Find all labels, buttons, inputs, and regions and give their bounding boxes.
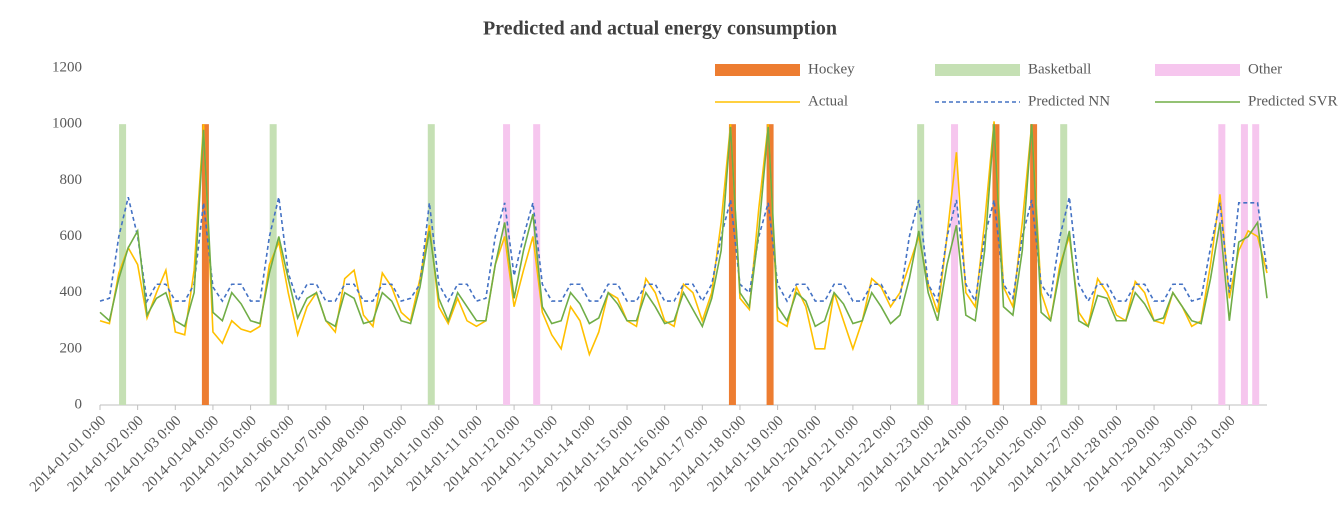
legend-label: Predicted NN	[1028, 93, 1110, 109]
legend-swatch	[1155, 64, 1240, 76]
event-bar	[992, 124, 1000, 406]
series-line	[99, 196, 1268, 304]
event-bar	[728, 124, 736, 406]
event-bar	[427, 124, 435, 406]
legend-swatch	[935, 64, 1020, 76]
y-tick-label: 200	[60, 340, 83, 356]
legend-label: Predicted SVR	[1248, 93, 1338, 109]
event-bar	[1252, 124, 1260, 406]
legend-label: Other	[1248, 61, 1282, 77]
legend-label: Basketball	[1028, 61, 1091, 77]
event-bar	[1218, 124, 1226, 406]
legend-label: Hockey	[808, 61, 855, 77]
event-bar	[917, 124, 925, 406]
event-bar	[201, 124, 209, 406]
y-tick-label: 800	[60, 172, 83, 188]
legend-swatch	[715, 64, 800, 76]
y-tick-label: 600	[60, 228, 83, 244]
y-tick-label: 0	[75, 396, 83, 412]
chart-title: Predicted and actual energy consumption	[483, 18, 837, 40]
event-bar	[269, 124, 277, 406]
event-bar	[1060, 124, 1068, 406]
event-bar	[1240, 124, 1248, 406]
y-tick-label: 400	[60, 284, 83, 300]
y-tick-label: 1200	[52, 59, 82, 75]
event-bar	[1030, 124, 1038, 406]
series-line	[99, 124, 1268, 329]
event-bar	[503, 124, 511, 406]
event-bar	[951, 124, 959, 406]
event-bar	[766, 124, 774, 406]
legend-label: Actual	[808, 93, 848, 109]
y-tick-label: 1000	[52, 116, 82, 132]
